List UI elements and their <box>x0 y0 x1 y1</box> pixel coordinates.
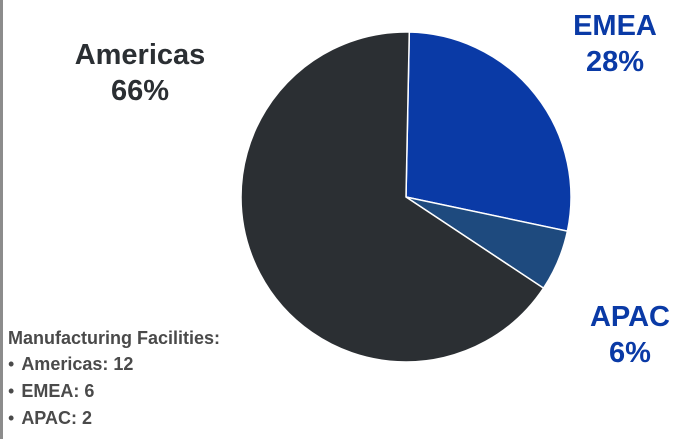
facilities-title: Manufacturing Facilities: <box>8 328 221 348</box>
left-border <box>0 0 3 439</box>
emea-percent: 28% <box>585 46 645 78</box>
apac-slice-label: APAC 6% <box>565 299 693 371</box>
bullet: • <box>8 408 15 428</box>
emea-slice-label: EMEA 28% <box>555 8 675 80</box>
apac-name: APAC <box>589 301 671 333</box>
facilities-item-americas: • Americas: 12 <box>8 351 220 378</box>
facilities-item-label: APAC: 2 <box>21 408 92 428</box>
pie-slice-emea <box>405 31 572 233</box>
americas-slice-label: Americas 66% <box>60 37 220 109</box>
pie-slice-americas <box>240 31 545 363</box>
emea-name: EMEA <box>573 10 657 42</box>
americas-percent: 66% <box>110 75 170 107</box>
bullet: • <box>8 354 15 374</box>
facilities-list: Manufacturing Facilities: • Americas: 12 … <box>8 325 220 432</box>
americas-name: Americas <box>74 39 206 71</box>
bullet: • <box>8 381 15 401</box>
facilities-item-emea: • EMEA: 6 <box>8 378 220 405</box>
facilities-item-label: EMEA: 6 <box>21 381 95 401</box>
apac-percent: 6% <box>609 337 651 369</box>
facilities-item-apac: • APAC: 2 <box>8 405 220 432</box>
facilities-item-label: Americas: 12 <box>21 354 134 374</box>
